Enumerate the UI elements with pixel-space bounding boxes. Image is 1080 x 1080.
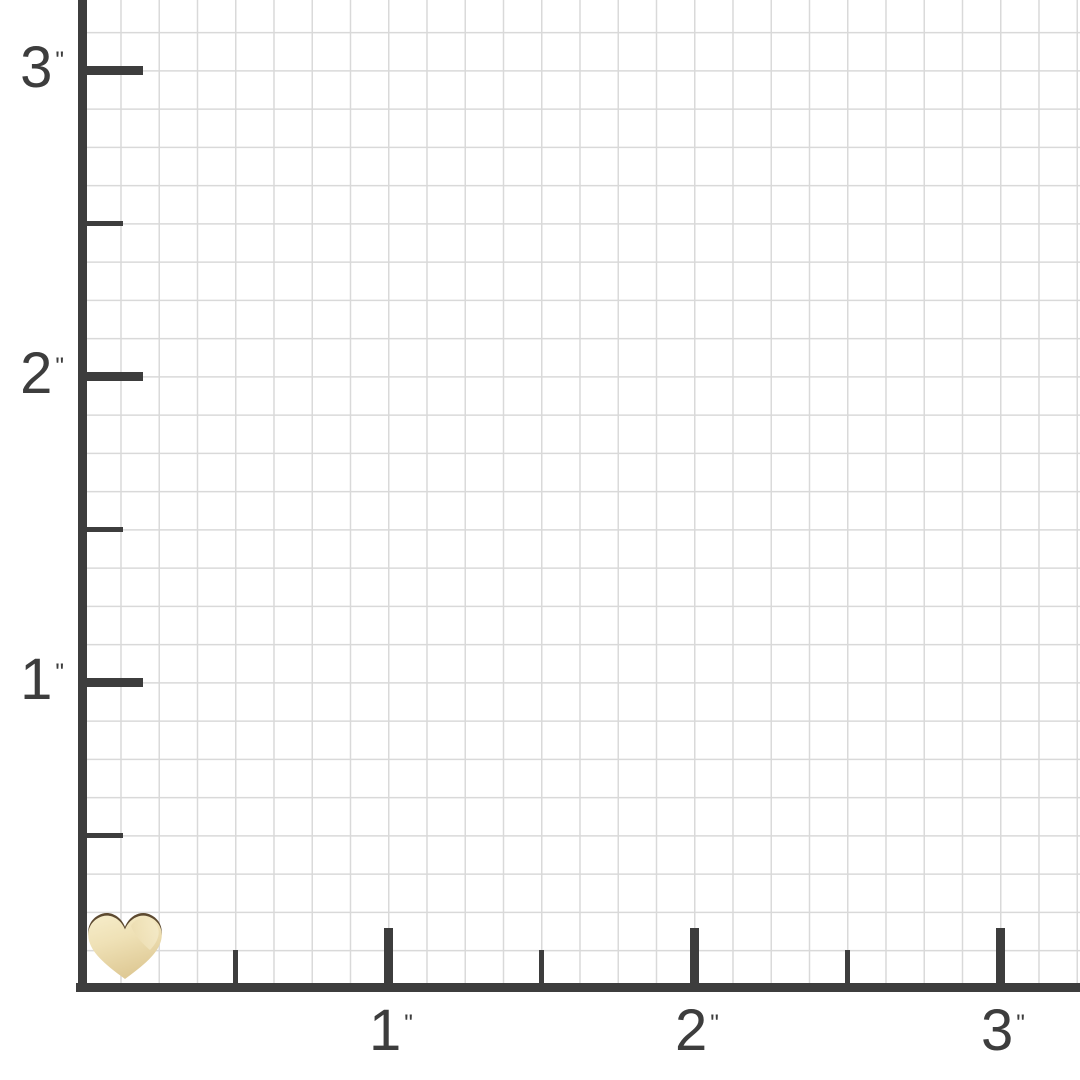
x-axis-label-3in: 3 " bbox=[954, 1002, 1054, 1060]
x-minor-tick-2p5in bbox=[845, 950, 850, 984]
y-major-tick-2in bbox=[82, 372, 143, 381]
x-minor-tick-1p5in bbox=[539, 950, 544, 984]
y-axis-label-1in: 1 " bbox=[0, 651, 66, 709]
inch-mark: " bbox=[55, 47, 66, 74]
x-axis-line bbox=[76, 983, 1080, 992]
y-minor-tick-1p5in bbox=[82, 527, 123, 532]
y-axis-line bbox=[78, 0, 87, 992]
y-major-tick-1in bbox=[82, 678, 143, 687]
y-axis-label-2in-value: 2 bbox=[20, 341, 53, 406]
inch-mark: " bbox=[55, 353, 66, 380]
gold-heart-charm bbox=[88, 913, 162, 979]
grid-lines bbox=[82, 0, 1080, 988]
y-major-tick-3in bbox=[82, 66, 143, 75]
x-axis-label-2in-value: 2 bbox=[675, 998, 708, 1063]
heart-highlight bbox=[131, 917, 159, 950]
x-axis-label-1in: 1 " bbox=[342, 1002, 442, 1060]
inch-mark: " bbox=[1016, 1010, 1027, 1037]
inch-mark: " bbox=[404, 1010, 415, 1037]
y-minor-tick-2p5in bbox=[82, 221, 123, 226]
x-minor-tick-0p5in bbox=[233, 950, 238, 984]
x-axis-label-1in-value: 1 bbox=[369, 998, 402, 1063]
x-axis-label-2in: 2 " bbox=[648, 1002, 748, 1060]
inch-mark: " bbox=[55, 659, 66, 686]
y-axis-label-3in: 3 " bbox=[0, 39, 66, 97]
y-axis-label-2in: 2 " bbox=[0, 345, 66, 403]
x-major-tick-3in bbox=[996, 928, 1005, 984]
x-axis-label-3in-value: 3 bbox=[981, 998, 1014, 1063]
x-major-tick-2in bbox=[690, 928, 699, 984]
inch-mark: " bbox=[710, 1010, 721, 1037]
x-major-tick-1in bbox=[384, 928, 393, 984]
y-minor-tick-0p5in bbox=[82, 833, 123, 838]
y-axis-label-1in-value: 1 bbox=[20, 647, 53, 712]
y-axis-label-3in-value: 3 bbox=[20, 35, 53, 100]
